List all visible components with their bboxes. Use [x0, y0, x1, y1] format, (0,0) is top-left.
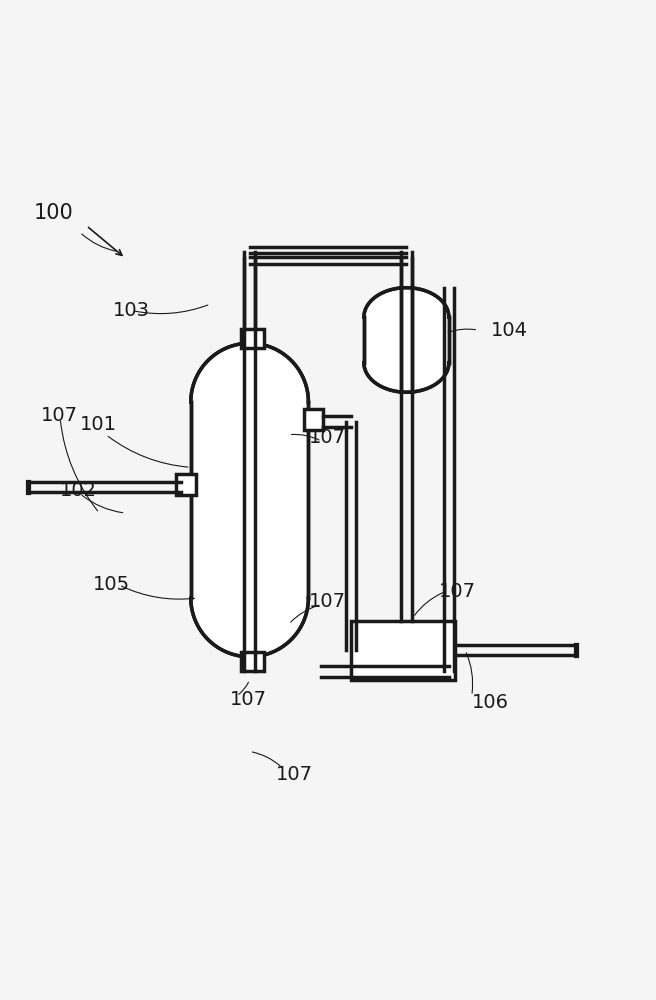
- Text: 103: 103: [112, 301, 150, 320]
- Text: 104: 104: [491, 321, 528, 340]
- Text: 101: 101: [80, 415, 117, 434]
- Text: 100: 100: [34, 203, 73, 223]
- FancyBboxPatch shape: [241, 652, 264, 671]
- Text: 102: 102: [60, 481, 97, 500]
- Text: 107: 107: [230, 690, 267, 709]
- Text: 105: 105: [93, 575, 130, 594]
- Text: 107: 107: [308, 428, 346, 447]
- Text: 107: 107: [276, 765, 313, 784]
- FancyBboxPatch shape: [351, 621, 455, 680]
- FancyBboxPatch shape: [304, 409, 323, 430]
- Text: 107: 107: [308, 592, 346, 611]
- Polygon shape: [364, 288, 449, 392]
- Text: 106: 106: [472, 693, 508, 712]
- Text: 107: 107: [41, 406, 77, 425]
- FancyBboxPatch shape: [241, 329, 264, 348]
- FancyBboxPatch shape: [176, 474, 195, 495]
- Polygon shape: [191, 343, 308, 657]
- Text: 107: 107: [439, 582, 476, 601]
